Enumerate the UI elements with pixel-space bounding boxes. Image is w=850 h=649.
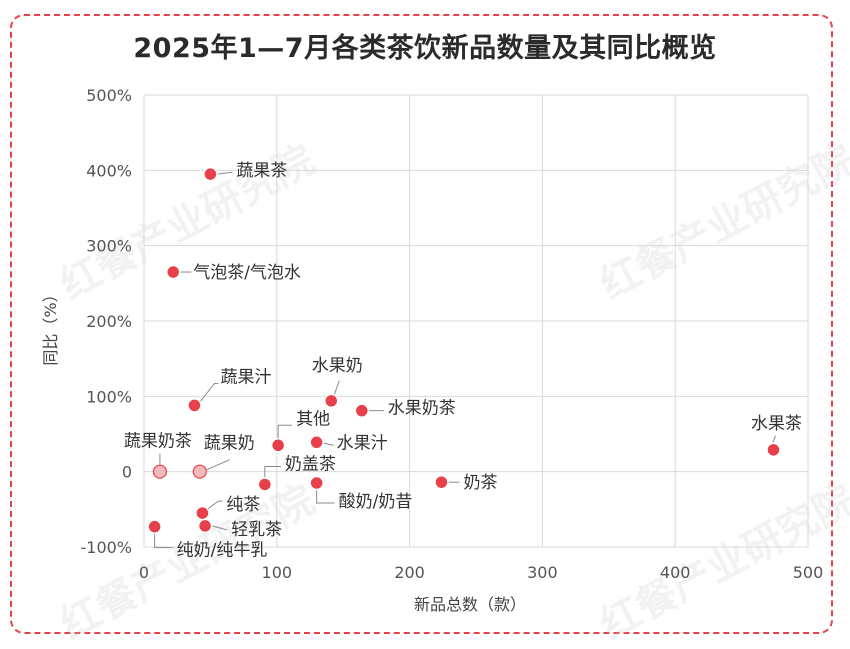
y-tick-label: 0 (122, 463, 132, 482)
y-tick-label: 500% (86, 86, 132, 105)
x-tick-label: 500 (793, 563, 824, 582)
y-tick-label: -100% (80, 538, 132, 557)
point-label: 气泡茶/气泡水 (193, 263, 301, 283)
leader-line (154, 533, 173, 549)
point-label: 蔬果汁 (220, 367, 271, 387)
x-tick-label: 300 (527, 563, 558, 582)
y-axis-title: 同比（%） (41, 286, 60, 365)
x-tick-labels: 0 100 200 300 400 500 (139, 563, 823, 582)
x-axis-title: 新品总数（款） (414, 595, 526, 614)
leader-line (200, 382, 219, 402)
leader-line (316, 488, 335, 504)
data-point (257, 477, 273, 492)
watermark-text: 红餐产业研究院 (593, 137, 850, 309)
point-label: 纯茶 (226, 495, 260, 515)
point-label: 水果奶 (312, 356, 363, 376)
data-point (147, 519, 162, 534)
grid (143, 94, 809, 548)
data-point (309, 435, 324, 450)
x-tick-label: 400 (660, 563, 691, 582)
data-point (195, 505, 210, 521)
data-point (187, 398, 202, 413)
point-label: 水果汁 (337, 433, 388, 453)
y-tick-label: 100% (86, 387, 132, 406)
data-point (203, 166, 218, 182)
chart-frame (10, 14, 833, 634)
data-point (192, 464, 207, 479)
data-point (152, 464, 168, 479)
point-label: 其他 (296, 409, 330, 429)
data-point (165, 264, 181, 280)
leader-line (264, 465, 281, 479)
chart-title: 2025年1—7月各类茶饮新品数量及其同比概览 (133, 33, 717, 64)
data-point (354, 403, 370, 418)
x-tick-label: 0 (139, 563, 149, 582)
leader-line (772, 435, 776, 444)
y-tick-label: 200% (86, 312, 132, 331)
data-point (309, 475, 324, 491)
x-tick-label: 200 (394, 563, 425, 582)
point-label: 轻乳茶 (231, 520, 282, 540)
y-tick-label: 400% (86, 161, 132, 180)
x-tick-label: 100 (262, 563, 293, 582)
leader-line (217, 171, 233, 175)
point-label: 纯奶/纯牛乳 (177, 541, 268, 561)
data-points (147, 166, 781, 534)
leader-line (206, 459, 230, 471)
y-tick-label: 300% (86, 237, 132, 256)
leader-line (207, 500, 223, 510)
data-point (766, 442, 781, 458)
leader-lines (154, 171, 776, 549)
data-point (323, 393, 339, 409)
point-label: 奶盖茶 (285, 454, 336, 474)
data-point (197, 518, 213, 534)
point-label: 蔬果奶 (204, 434, 255, 454)
leader-line (333, 380, 340, 396)
data-point (270, 438, 286, 453)
point-label: 水果奶茶 (388, 399, 456, 419)
point-label: 蔬果奶茶 (124, 432, 192, 452)
leader-line (323, 442, 334, 446)
data-point (434, 474, 449, 490)
point-label: 水果茶 (751, 414, 802, 434)
leader-line (277, 424, 293, 440)
point-label: 奶茶 (463, 473, 497, 493)
point-label: 蔬果茶 (236, 161, 287, 181)
point-label: 酸奶/奶昔 (339, 492, 413, 512)
leader-line (211, 525, 228, 531)
y-tick-labels: -100% 0 100% 200% 300% 400% 500% (80, 86, 132, 557)
